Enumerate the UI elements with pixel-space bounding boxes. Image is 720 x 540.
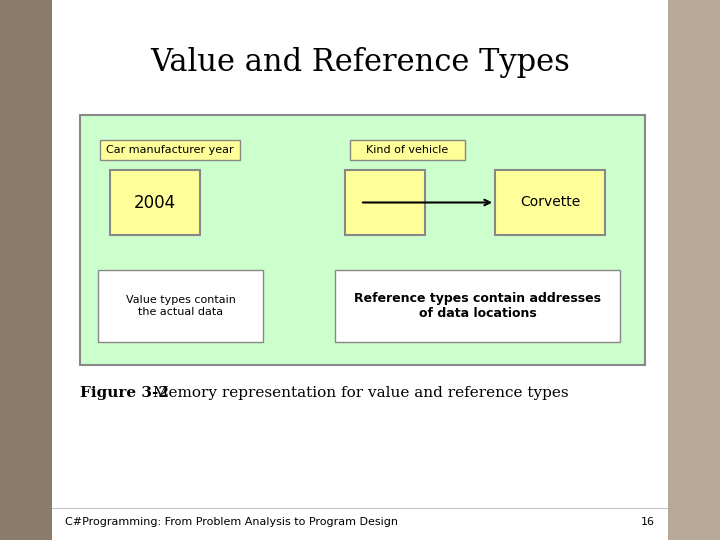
Bar xyxy=(345,170,425,235)
Text: Kind of vehicle: Kind of vehicle xyxy=(366,145,449,155)
Text: 16: 16 xyxy=(641,517,655,527)
Bar xyxy=(98,270,263,342)
Text: Car manufacturer year: Car manufacturer year xyxy=(106,145,234,155)
Text: Value and Reference Types: Value and Reference Types xyxy=(150,46,570,78)
Bar xyxy=(668,0,720,540)
Text: Corvette: Corvette xyxy=(520,195,580,210)
Bar xyxy=(0,0,52,540)
Bar xyxy=(335,270,620,342)
Text: Memory representation for value and reference types: Memory representation for value and refe… xyxy=(148,386,569,400)
Text: C#Programming: From Problem Analysis to Program Design: C#Programming: From Problem Analysis to … xyxy=(65,517,398,527)
Text: Figure 3-2: Figure 3-2 xyxy=(80,386,169,400)
Bar xyxy=(495,170,605,235)
Bar xyxy=(80,115,645,365)
Text: Value types contain
the actual data: Value types contain the actual data xyxy=(125,295,235,317)
Bar xyxy=(350,140,465,160)
Bar xyxy=(110,170,200,235)
Bar xyxy=(100,140,240,160)
Text: Reference types contain addresses
of data locations: Reference types contain addresses of dat… xyxy=(354,292,601,320)
Bar xyxy=(52,0,668,540)
Text: 2004: 2004 xyxy=(134,193,176,212)
